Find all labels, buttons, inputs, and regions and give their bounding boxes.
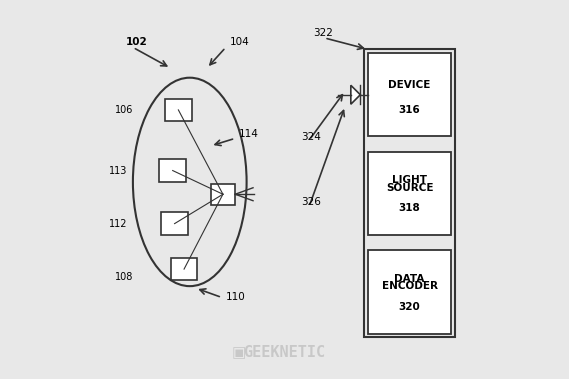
Text: DATA: DATA: [394, 274, 424, 283]
Text: 104: 104: [229, 37, 249, 47]
Text: 324: 324: [302, 132, 321, 142]
Text: ENCODER: ENCODER: [382, 281, 438, 291]
Text: LIGHT: LIGHT: [392, 175, 427, 185]
Text: 320: 320: [399, 302, 420, 312]
Text: 316: 316: [399, 105, 420, 115]
Text: ▣: ▣: [232, 345, 246, 360]
Text: 326: 326: [302, 197, 321, 207]
FancyBboxPatch shape: [165, 99, 192, 121]
Polygon shape: [351, 85, 360, 104]
Text: 106: 106: [114, 105, 133, 115]
Text: 113: 113: [109, 166, 127, 175]
Text: 102: 102: [125, 38, 147, 47]
Text: 112: 112: [109, 219, 127, 229]
Text: 114: 114: [239, 129, 259, 139]
Text: 322: 322: [313, 28, 333, 38]
FancyBboxPatch shape: [368, 53, 451, 136]
Text: 108: 108: [114, 272, 133, 282]
Text: 318: 318: [399, 204, 420, 213]
Text: GEEKNETIC: GEEKNETIC: [244, 345, 325, 360]
FancyBboxPatch shape: [368, 250, 451, 334]
FancyBboxPatch shape: [171, 258, 197, 280]
Text: DEVICE: DEVICE: [389, 80, 431, 90]
FancyBboxPatch shape: [211, 184, 235, 205]
FancyBboxPatch shape: [368, 152, 451, 235]
FancyBboxPatch shape: [159, 159, 186, 182]
Text: SOURCE: SOURCE: [386, 183, 434, 193]
Text: 110: 110: [226, 292, 245, 302]
FancyBboxPatch shape: [162, 212, 188, 235]
